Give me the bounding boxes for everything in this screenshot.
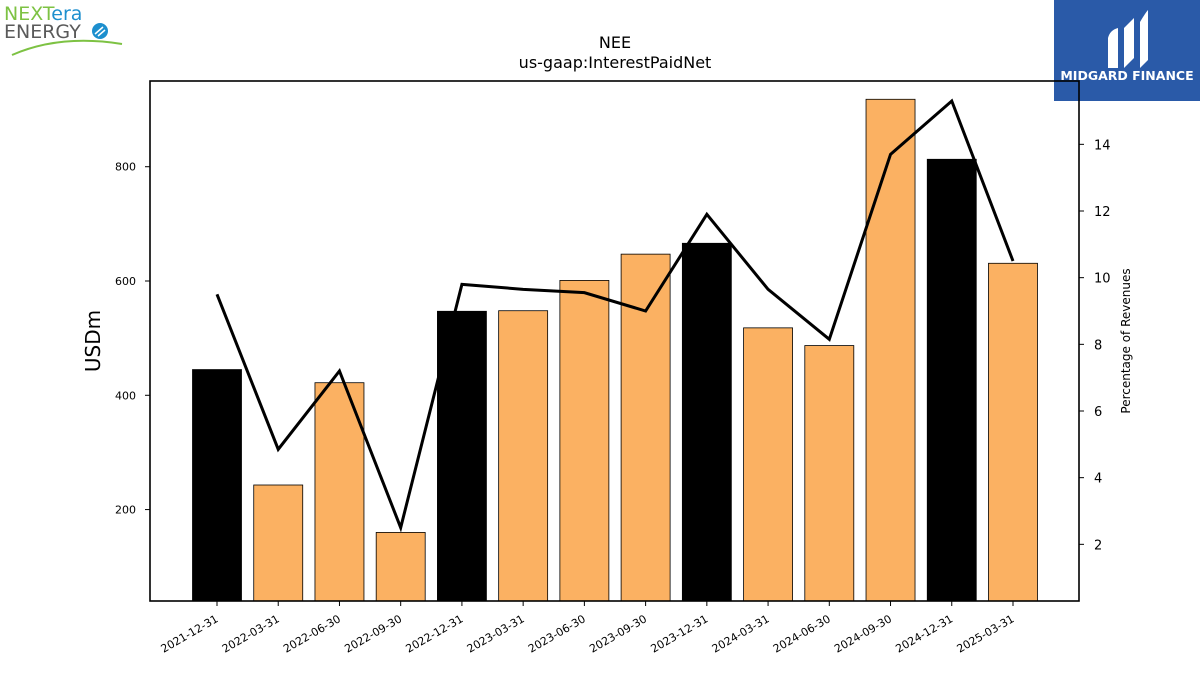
bar-2024-03-31 <box>743 327 793 602</box>
logo-arc-icon <box>11 39 123 56</box>
chart-subtitle: us-gaap:InterestPaidNet <box>519 53 712 72</box>
bar-2024-09-30 <box>865 98 916 602</box>
logo-swoosh-marks-icon <box>94 26 106 37</box>
nextera-energy-logo: NEXTera ENERGY <box>4 3 123 56</box>
bar-series <box>192 98 1038 602</box>
y-tick-label-400: 400 <box>115 389 136 402</box>
bar-2024-12-31 <box>926 158 977 602</box>
x-tick-label-2021-12-31: 2021-12-31 <box>159 612 221 655</box>
x-tick-label-2024-12-31: 2024-12-31 <box>893 612 955 655</box>
y-tick-label-800: 800 <box>115 161 136 174</box>
y-tick-label-600: 600 <box>115 275 136 288</box>
bar-2023-03-31 <box>498 310 549 602</box>
bar-2022-03-31 <box>253 484 304 602</box>
y2-tick-label-12: 12 <box>1094 205 1111 220</box>
x-axis-ticks: 2021-12-31 2022-03-31 2022-06-30 2022-09-30… <box>159 601 1017 656</box>
y2-tick-label-6: 6 <box>1094 405 1102 420</box>
bar-2024-06-30 <box>804 345 855 602</box>
bar-2022-12-31 <box>437 310 487 602</box>
y2-tick-label-8: 8 <box>1094 338 1102 353</box>
y-axis-label-right: Percentage of Revenues <box>1119 268 1133 413</box>
bar-2021-12-31 <box>192 369 242 602</box>
x-tick-label-2022-12-31: 2022-12-31 <box>404 612 466 655</box>
bar-2022-09-30 <box>375 532 426 602</box>
svg-text:NEXTera: NEXTera <box>4 3 82 25</box>
x-tick-label-2024-09-30: 2024-09-30 <box>832 612 894 655</box>
x-tick-label-2022-03-31: 2022-03-31 <box>220 612 282 655</box>
logo-era-text: era <box>51 3 82 25</box>
line-series <box>215 98 1015 533</box>
logo-energy-text: ENERGY <box>4 21 81 43</box>
y2-tick-label-14: 14 <box>1094 138 1111 153</box>
bar-2022-06-30 <box>314 382 365 602</box>
revenue-percentage-line <box>215 98 1015 533</box>
x-tick-label-2023-03-31: 2023-03-31 <box>465 612 527 655</box>
midgard-logo-text: MIDGARD FINANCE <box>1060 68 1193 83</box>
logo-next-text: NEXT <box>4 3 55 25</box>
left-axis-ticks: 200 400 600 800 <box>115 161 150 517</box>
right-axis-ticks: 2 4 6 8 10 12 14 <box>1079 138 1111 553</box>
y2-tick-label-2: 2 <box>1094 538 1102 553</box>
x-tick-label-2023-09-30: 2023-09-30 <box>587 612 649 655</box>
y2-tick-label-4: 4 <box>1094 472 1102 487</box>
y2-tick-label-10: 10 <box>1094 272 1111 287</box>
bar-2025-03-31 <box>988 262 1038 602</box>
bar-2023-06-30 <box>559 280 610 602</box>
midgard-finance-logo: MIDGARD FINANCE <box>1054 0 1200 101</box>
y-axis-label-left: USDm <box>81 310 105 372</box>
x-tick-label-2022-09-30: 2022-09-30 <box>342 612 404 655</box>
x-tick-label-2024-06-30: 2024-06-30 <box>771 612 833 655</box>
x-tick-label-2025-03-31: 2025-03-31 <box>955 612 1017 655</box>
bar-2023-12-31 <box>681 242 732 602</box>
x-tick-label-2023-06-30: 2023-06-30 <box>526 612 588 655</box>
x-tick-label-2022-06-30: 2022-06-30 <box>281 612 343 655</box>
logo-circle-icon <box>92 23 108 39</box>
plot-frame <box>149 80 1080 602</box>
y-tick-label-200: 200 <box>115 504 136 517</box>
x-tick-label-2023-12-31: 2023-12-31 <box>648 612 710 655</box>
chart-title: NEE <box>599 33 631 52</box>
x-tick-label-2024-03-31: 2024-03-31 <box>710 612 772 655</box>
midgard-emblem-icon <box>1108 10 1148 68</box>
